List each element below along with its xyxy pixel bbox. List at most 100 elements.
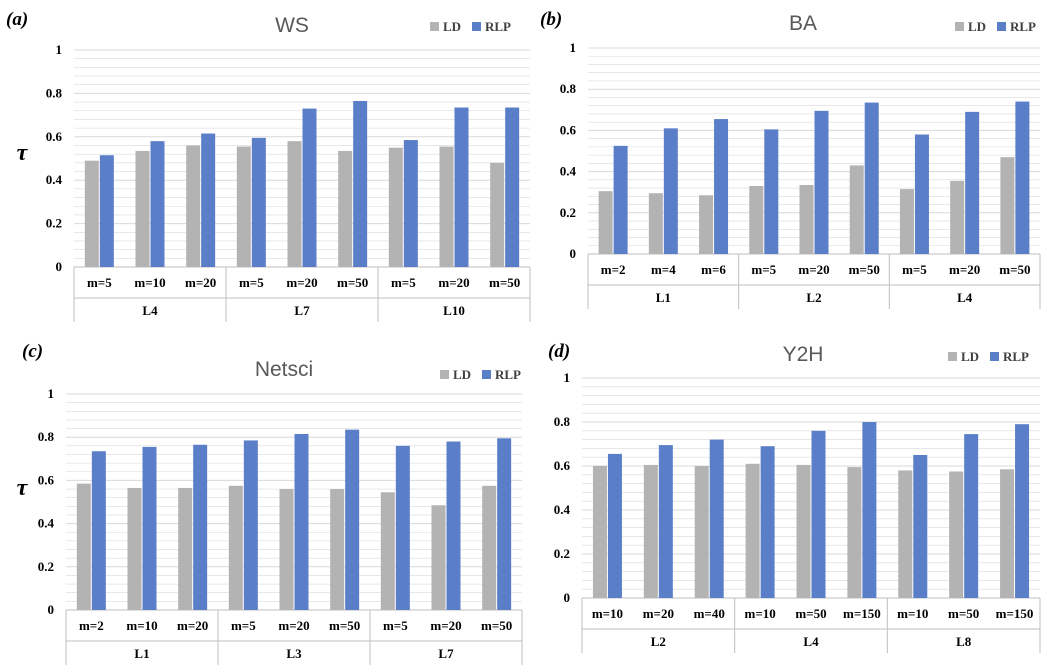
bar-ld <box>749 186 764 254</box>
legend-label-rlp: RLP <box>495 367 521 382</box>
bar-ld <box>380 492 395 610</box>
bar-ld <box>287 141 302 267</box>
legend-swatch-ld <box>430 22 439 31</box>
legend-label-ld: LD <box>961 349 979 364</box>
x-tick-label: m=10 <box>134 275 165 290</box>
bar-rlp <box>1015 424 1030 598</box>
bar-rlp <box>395 445 410 610</box>
group-label: L3 <box>286 646 302 661</box>
x-tick-label: m=40 <box>694 606 725 621</box>
group-label: L4 <box>142 303 158 318</box>
bar-rlp <box>150 141 165 267</box>
chart-title: WS <box>275 14 309 37</box>
x-tick-label: m=5 <box>231 618 256 633</box>
legend: LD RLP <box>955 19 1036 34</box>
chart-panel-1: (a) WS τ 0 0.2 0.4 0.6 0.8 1 m=5 m=10 m=20 m=5 m=20 m=… <box>6 9 531 322</box>
bar-rlp <box>454 107 469 267</box>
chart-title: Y2H <box>783 343 824 366</box>
bar-ld <box>1000 469 1015 598</box>
chart-title: Netsci <box>255 358 313 381</box>
y-tick-label: 0.8 <box>554 414 571 429</box>
bar-ld <box>135 150 150 267</box>
group-label: L1 <box>656 290 671 305</box>
x-tick-label: m=150 <box>996 606 1034 621</box>
legend-label-ld: LD <box>968 19 986 34</box>
bar-ld <box>648 193 663 254</box>
x-tick-label: m=20 <box>949 262 980 277</box>
bar-ld <box>84 160 99 267</box>
chart-panel-3: (c) Netsci τ 0 0.2 0.4 0.6 0.8 1 m=2 m=10 m=20 m=5 m=… <box>17 341 523 665</box>
gridlines <box>74 49 530 259</box>
y-tick-label: 0.6 <box>46 129 63 144</box>
legend: LD RLP <box>430 19 511 34</box>
bar-ld <box>847 467 862 598</box>
legend-swatch-rlp <box>997 22 1006 31</box>
bar-rlp <box>965 111 980 254</box>
bar-ld <box>388 147 403 267</box>
bar-rlp <box>142 446 157 610</box>
y-tick-label: 0.8 <box>560 81 577 96</box>
y-axis-label: τ <box>17 475 29 501</box>
x-tick-label: m=10 <box>897 606 928 621</box>
group-label: L7 <box>294 303 310 318</box>
bar-ld <box>949 471 964 598</box>
bar-ld <box>950 180 965 254</box>
bar-rlp <box>811 430 826 598</box>
bar-ld <box>643 464 658 598</box>
y-tick-label: 1 <box>48 386 55 401</box>
bar-rlp <box>243 440 258 610</box>
chart-panel-4: (d) Y2H 0 0.2 0.4 0.6 0.8 1 m=10 m=20 m=40 m=10 m=50… <box>548 341 1041 653</box>
y-tick-label: 0.4 <box>560 164 577 179</box>
legend: LD RLP <box>440 367 521 382</box>
bar-ld <box>228 485 243 610</box>
x-tick-label: m=2 <box>601 262 626 277</box>
group-label: L7 <box>438 646 454 661</box>
x-tick-label: m=5 <box>902 262 927 277</box>
bar-rlp <box>914 134 929 254</box>
x-tick-label: m=4 <box>651 262 676 277</box>
bar-rlp <box>613 145 628 254</box>
bar-rlp <box>294 433 309 610</box>
y-tick-label: 0.4 <box>554 502 571 517</box>
x-tick-label: m=20 <box>798 262 829 277</box>
panel-label: (d) <box>548 341 570 362</box>
legend-swatch-ld <box>948 352 957 361</box>
bar-rlp <box>251 137 266 267</box>
panel-label: (a) <box>6 9 28 30</box>
legend-label-ld: LD <box>453 367 471 382</box>
bar-rlp <box>607 453 622 598</box>
y-tick-label: 0.6 <box>38 472 55 487</box>
bar-ld <box>330 489 345 610</box>
x-tick-label: m=5 <box>239 275 264 290</box>
bar-rlp <box>658 445 673 598</box>
x-tick-label: m=20 <box>278 618 309 633</box>
bar-rlp <box>345 429 360 610</box>
bar-rlp <box>193 444 208 610</box>
bar-rlp <box>964 434 979 598</box>
bar-ld <box>699 195 714 254</box>
bar-rlp <box>91 451 106 610</box>
x-tick-label: m=50 <box>329 618 360 633</box>
chart-title: BA <box>789 12 817 35</box>
x-tick-label: m=20 <box>286 275 317 290</box>
bar-rlp <box>814 110 829 254</box>
x-tick-label: m=5 <box>87 275 112 290</box>
legend-label-rlp: RLP <box>485 19 511 34</box>
gridlines <box>582 377 1040 590</box>
x-tick-label: m=150 <box>843 606 881 621</box>
x-tick-label: m=20 <box>177 618 208 633</box>
bar-rlp <box>862 422 877 598</box>
y-tick-label: 0.8 <box>38 429 55 444</box>
gridlines <box>588 47 1040 247</box>
legend-label-rlp: RLP <box>1010 19 1036 34</box>
bar-rlp <box>99 155 114 267</box>
bar-ld <box>899 189 914 254</box>
bar-ld <box>236 146 251 267</box>
group-label: L4 <box>957 290 973 305</box>
y-tick-label: 0.6 <box>554 458 571 473</box>
bar-ld <box>796 464 811 598</box>
group-label: L2 <box>806 290 821 305</box>
bar-ld <box>799 184 814 254</box>
bar-ld <box>127 487 142 610</box>
y-axis-label: τ <box>17 140 29 166</box>
